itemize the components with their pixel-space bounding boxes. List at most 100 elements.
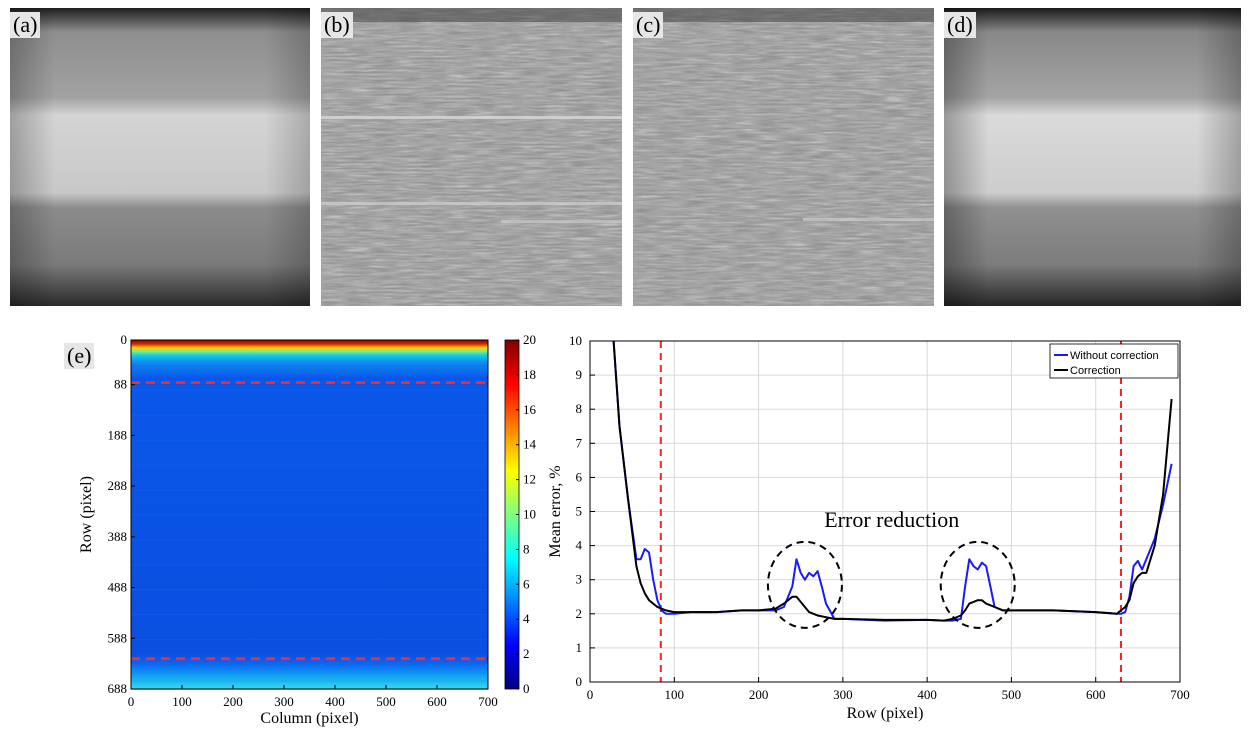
heatmap-y-tick-label: 488 bbox=[108, 580, 128, 595]
heatmap-texture-line bbox=[131, 531, 488, 533]
line-chart-x-tick-label: 500 bbox=[1002, 687, 1022, 702]
heatmap-y-tick-label: 688 bbox=[108, 681, 128, 696]
heatmap-x-axis-label: Column (pixel) bbox=[260, 710, 358, 727]
line-chart-x-tick-label: 700 bbox=[1170, 687, 1190, 702]
heatmap-texture-line bbox=[131, 680, 488, 682]
heatmap-texture-line bbox=[131, 464, 488, 466]
heatmap-texture-line bbox=[131, 423, 488, 425]
heatmap-x-tick-label: 500 bbox=[376, 694, 396, 709]
heatmap-texture-line bbox=[131, 389, 488, 392]
grayscale-image-d bbox=[944, 8, 1241, 306]
colorbar-tick-label: 2 bbox=[523, 646, 530, 661]
heatmap-x-tick-label: 600 bbox=[427, 694, 447, 709]
colorbar-tick-label: 16 bbox=[523, 402, 537, 417]
legend-entry-label: Without correction bbox=[1070, 350, 1159, 362]
heatmap-y-tick-label: 388 bbox=[108, 529, 128, 544]
panel-d-image: (d) bbox=[944, 8, 1241, 306]
heatmap-x-tick-label: 100 bbox=[172, 694, 192, 709]
heatmap-y-axis-label: Row (pixel) bbox=[78, 476, 95, 553]
panel-label-b: (b) bbox=[321, 12, 353, 38]
line-chart-y-tick-label: 10 bbox=[569, 333, 582, 348]
panel-label-e: (e) bbox=[64, 343, 95, 369]
heatmap-texture-line bbox=[131, 365, 488, 367]
colorbar-tick-label: 0 bbox=[523, 681, 530, 696]
heatmap-texture-line bbox=[131, 622, 488, 624]
heatmap-texture-line bbox=[131, 514, 488, 516]
heatmap-texture-line bbox=[131, 539, 488, 541]
panel-label-d: (d) bbox=[944, 12, 976, 38]
heatmap-chart: 0 100 200 300 400 500 600 700088188288388488588… bbox=[78, 335, 537, 727]
heatmap-frame bbox=[130, 339, 489, 690]
line-chart-y-tick-label: 1 bbox=[576, 640, 583, 655]
legend-box bbox=[1049, 343, 1179, 379]
residual-image-c bbox=[633, 8, 934, 306]
line-chart-x-tick-label: 600 bbox=[1086, 687, 1106, 702]
line-chart-y-tick-label: 0 bbox=[576, 674, 583, 689]
heatmap-y-tick-label: 288 bbox=[108, 478, 128, 493]
line-chart-y-tick-label: 6 bbox=[576, 469, 583, 484]
panel-c-image: (c) bbox=[633, 8, 934, 306]
line-chart-x-axis-label: Row (pixel) bbox=[847, 705, 924, 722]
heatmap-texture-line bbox=[131, 431, 488, 433]
heatmap-x-tick-label: 200 bbox=[223, 694, 243, 709]
heatmap-x-tick-label: 0 bbox=[128, 694, 135, 709]
panel-label-c: (c) bbox=[633, 12, 664, 38]
heatmap-texture-line bbox=[131, 663, 488, 665]
heatmap-texture-line bbox=[131, 456, 488, 458]
heatmap-x-tick-label: 700 bbox=[478, 694, 498, 709]
colorbar-tick-label: 12 bbox=[523, 472, 536, 487]
residual-image-b bbox=[321, 8, 622, 306]
heatmap-texture-line bbox=[131, 373, 488, 375]
colorbar-tick-label: 6 bbox=[523, 576, 530, 591]
heatmap-texture-line bbox=[131, 481, 488, 483]
line-chart-y-tick-label: 7 bbox=[576, 435, 583, 450]
heatmap-texture-line bbox=[131, 597, 488, 599]
panel-a-image: (a) bbox=[10, 8, 310, 306]
heatmap-texture-line bbox=[131, 472, 488, 475]
heatmap-texture-line bbox=[131, 555, 488, 558]
heatmap-texture-line bbox=[131, 489, 488, 491]
legend-entry-label: Correction bbox=[1070, 365, 1121, 377]
heatmap-texture-line bbox=[131, 414, 488, 416]
heatmap-y-tick-label: 188 bbox=[108, 427, 128, 442]
colorbar-tick-label: 8 bbox=[523, 541, 530, 556]
heatmap-texture-line bbox=[131, 589, 488, 591]
line-chart-x-tick-label: 400 bbox=[917, 687, 937, 702]
colorbar-tick-label: 4 bbox=[523, 611, 530, 626]
heatmap-y-tick-label: 588 bbox=[108, 630, 128, 645]
heatmap-texture-line bbox=[131, 522, 488, 524]
colorbar-tick-label: 14 bbox=[523, 437, 537, 452]
heatmap-x-tick-label: 300 bbox=[274, 694, 294, 709]
error-reduction-annotation: Error reduction bbox=[824, 507, 959, 532]
heatmap-texture-line bbox=[131, 564, 488, 566]
panel-label-a: (a) bbox=[10, 12, 41, 38]
line-chart-x-tick-label: 100 bbox=[665, 687, 685, 702]
colorbar-tick-label: 18 bbox=[523, 367, 536, 382]
heatmap-texture-line bbox=[131, 647, 488, 649]
grayscale-image-a bbox=[10, 8, 310, 306]
line-chart-y-axis-label: Mean error, % bbox=[547, 465, 564, 557]
colorbar-tick-label: 20 bbox=[523, 335, 536, 347]
line-chart-y-tick-label: 8 bbox=[576, 401, 583, 416]
heatmap-x-tick-label: 400 bbox=[325, 694, 345, 709]
heatmap-texture-line bbox=[131, 655, 488, 657]
heatmap-texture-line bbox=[131, 381, 488, 383]
heatmap-texture-line bbox=[131, 406, 488, 408]
heatmap-texture-line bbox=[131, 672, 488, 674]
heatmap-texture-line bbox=[131, 638, 488, 641]
heatmap-texture-line bbox=[131, 614, 488, 616]
series-line-correction bbox=[612, 341, 1173, 622]
heatmap-texture-line bbox=[131, 448, 488, 450]
error-reduction-ellipse-1 bbox=[766, 540, 843, 629]
heatmap-texture-line bbox=[131, 572, 488, 574]
heatmap-field bbox=[131, 340, 488, 689]
heatmap-texture-line bbox=[131, 398, 488, 400]
heatmap-y-tick-label: 0 bbox=[121, 335, 128, 347]
heatmap-texture-line bbox=[131, 547, 488, 549]
line-chart-x-tick-label: 0 bbox=[587, 687, 594, 702]
heatmap-texture-line bbox=[131, 506, 488, 508]
line-chart-y-tick-label: 4 bbox=[576, 538, 583, 553]
line-chart-y-tick-label: 3 bbox=[576, 572, 583, 587]
colorbar-tick-label: 10 bbox=[523, 507, 536, 522]
heatmap-texture-line bbox=[131, 580, 488, 582]
